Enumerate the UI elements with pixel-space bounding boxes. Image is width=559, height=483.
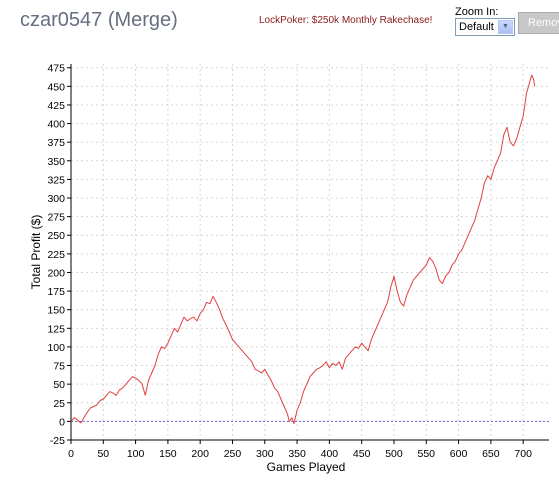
zoom-label: Zoom In: xyxy=(455,6,499,18)
y-tick-label: 450 xyxy=(47,81,65,93)
chart-labels: -250255075100125150175200225250275300325… xyxy=(29,63,532,474)
y-tick-label: 400 xyxy=(47,119,65,131)
zoom-select[interactable]: Default ▼ xyxy=(455,18,515,36)
y-tick-label: -25 xyxy=(50,435,65,447)
y-tick-label: 150 xyxy=(47,305,65,317)
x-tick-label: 650 xyxy=(482,448,500,460)
x-tick-label: 0 xyxy=(68,448,74,460)
y-tick-label: 475 xyxy=(47,63,65,75)
y-tick-label: 325 xyxy=(47,174,65,186)
chart-axes xyxy=(67,64,549,444)
x-tick-label: 200 xyxy=(191,448,209,460)
x-tick-label: 450 xyxy=(353,448,371,460)
zoom-selected-value: Default xyxy=(459,21,494,33)
y-tick-label: 300 xyxy=(47,193,65,205)
x-tick-label: 300 xyxy=(256,448,274,460)
x-tick-label: 550 xyxy=(418,448,436,460)
y-tick-label: 0 xyxy=(59,416,65,428)
chart-grid xyxy=(70,64,549,441)
y-tick-label: 100 xyxy=(47,342,65,354)
remove-button[interactable]: Remove xyxy=(518,12,559,34)
x-tick-label: 400 xyxy=(321,448,339,460)
y-tick-label: 125 xyxy=(47,323,65,335)
y-tick-label: 425 xyxy=(47,100,65,112)
y-tick-label: 375 xyxy=(47,137,65,149)
y-tick-label: 350 xyxy=(47,156,65,168)
x-tick-label: 100 xyxy=(127,448,145,460)
x-tick-label: 700 xyxy=(514,448,532,460)
x-tick-label: 250 xyxy=(224,448,242,460)
y-tick-label: 25 xyxy=(53,398,65,410)
page-title: czar0547 (Merge) xyxy=(20,9,178,31)
chart-series xyxy=(70,74,536,425)
y-tick-label: 200 xyxy=(47,267,65,279)
x-tick-label: 50 xyxy=(97,448,109,460)
promo-link[interactable]: LockPoker: $250k Monthly Rakechase! xyxy=(259,15,433,26)
x-tick-label: 500 xyxy=(385,448,403,460)
x-tick-label: 600 xyxy=(450,448,468,460)
y-tick-label: 225 xyxy=(47,249,65,261)
series-line-profit xyxy=(70,74,536,425)
x-axis-title: Games Played xyxy=(267,460,346,474)
y-axis-title: Total Profit ($) xyxy=(29,215,43,290)
y-tick-label: 50 xyxy=(53,379,65,391)
chevron-down-icon[interactable]: ▼ xyxy=(498,20,513,34)
y-tick-label: 75 xyxy=(53,361,65,373)
y-tick-label: 275 xyxy=(47,212,65,224)
y-tick-label: 250 xyxy=(47,230,65,242)
x-tick-label: 150 xyxy=(159,448,177,460)
x-tick-label: 350 xyxy=(288,448,306,460)
y-tick-label: 175 xyxy=(47,286,65,298)
